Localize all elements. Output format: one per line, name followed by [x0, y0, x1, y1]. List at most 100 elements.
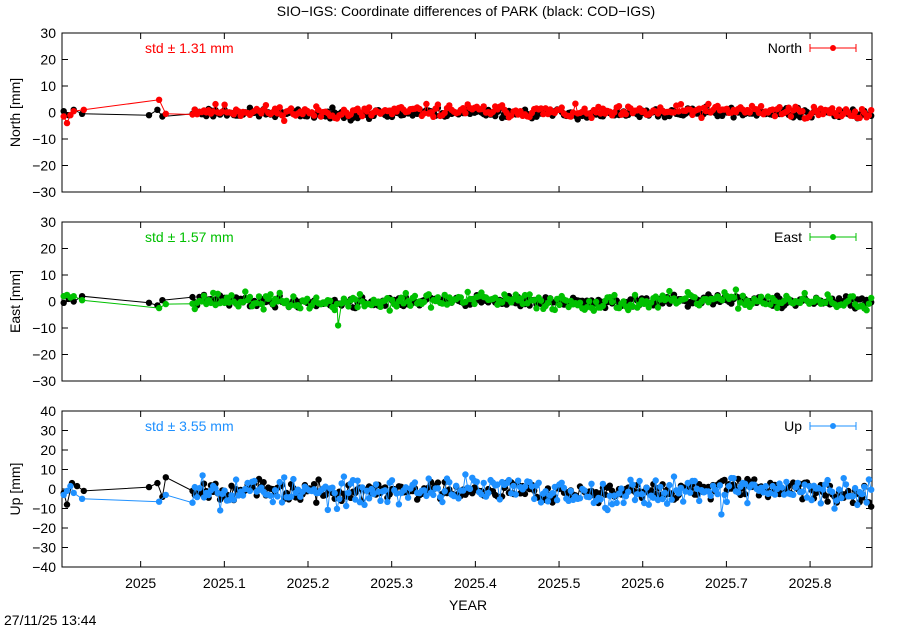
up-data-point: [155, 498, 163, 505]
up-data-point: [67, 482, 74, 490]
east-data-point: [682, 295, 689, 302]
up-data-point: [372, 481, 380, 488]
east-data-point: [865, 300, 873, 307]
up-data-point: [70, 489, 77, 497]
north-data-point: [262, 102, 270, 109]
east-data-point: [533, 305, 540, 312]
east-data-point: [297, 305, 304, 312]
east-data-point: [670, 295, 678, 302]
north-data-point: [677, 101, 685, 108]
up-data-point: [359, 484, 366, 491]
up-data-point: [645, 501, 652, 508]
east-data-point: [427, 304, 435, 311]
up-data-point: [831, 505, 838, 512]
north-data-point: [769, 106, 776, 113]
north-legend-label: North: [768, 40, 802, 56]
north-data-point: [299, 110, 306, 118]
up-data-point: [200, 480, 208, 487]
up-data-point: [441, 488, 448, 495]
east-data-point: [757, 293, 765, 300]
east-data-point: [313, 294, 320, 301]
up-data-point: [838, 494, 845, 502]
up-y-tick-label: −20: [32, 520, 56, 536]
up-data-point: [455, 495, 462, 502]
up-data-point: [154, 479, 161, 487]
east-y-tick-label: −20: [32, 347, 56, 363]
up-data-point: [783, 478, 790, 486]
up-data-point: [638, 490, 646, 498]
east-data-point: [228, 292, 235, 299]
up-data-point: [423, 492, 430, 500]
east-data-point: [801, 289, 808, 297]
up-data-point: [840, 475, 847, 482]
up-data-point: [636, 477, 643, 485]
up-data-point: [439, 498, 446, 506]
up-data-point: [473, 478, 480, 485]
up-data-point: [755, 492, 763, 499]
east-data-point: [592, 298, 600, 305]
north-data-point: [60, 113, 67, 120]
north-data-point: [611, 109, 618, 116]
north-data-point: [63, 119, 71, 127]
east-data-point: [666, 287, 673, 295]
north-data-point: [359, 112, 366, 120]
east-data-point: [214, 290, 221, 297]
north-data-point: [276, 104, 283, 111]
up-data-point: [73, 482, 81, 490]
up-data-point: [544, 498, 552, 505]
up-data-point: [586, 493, 593, 501]
up-data-point: [581, 487, 588, 494]
up-data-point: [661, 489, 668, 496]
north-data-point: [705, 100, 712, 108]
up-data-point: [430, 491, 437, 499]
x-tick-label: 2025.6: [621, 575, 664, 591]
north-data-point: [287, 105, 295, 112]
up-y-tick-label: 0: [48, 481, 56, 497]
north-data-point: [154, 106, 161, 114]
up-data-point: [453, 482, 460, 489]
up-std-label: std ± 3.55 mm: [145, 418, 234, 434]
east-data-point: [654, 304, 662, 311]
up-data-point: [297, 493, 304, 500]
up-data-point: [354, 477, 361, 484]
north-data-point: [615, 103, 623, 110]
east-data-point: [304, 295, 311, 302]
up-series-sio: [60, 471, 875, 518]
up-data-point: [858, 490, 866, 498]
north-y-axis-label: North [mm]: [7, 78, 23, 147]
up-data-point: [835, 486, 843, 493]
up-data-point: [505, 476, 513, 484]
east-data-point: [155, 304, 163, 312]
north-data-point: [597, 110, 604, 117]
north-data-point: [581, 105, 588, 112]
up-data-point: [696, 497, 703, 505]
east-data-point: [849, 293, 857, 300]
up-data-point: [145, 483, 153, 491]
up-y-tick-label: 10: [40, 462, 56, 478]
up-data-point: [80, 487, 88, 495]
up-data-point: [480, 479, 487, 487]
north-data-point: [537, 105, 545, 112]
east-series-sio: [60, 286, 875, 329]
north-data-point: [714, 112, 721, 120]
east-data-point: [393, 303, 400, 310]
up-data-point: [162, 474, 169, 481]
up-data-point: [343, 502, 350, 510]
up-data-point: [368, 485, 375, 493]
up-data-point: [239, 492, 247, 499]
x-tick-label: 2025.1: [203, 575, 246, 591]
up-data-point: [446, 479, 453, 486]
east-data-point: [386, 307, 393, 314]
up-data-point: [652, 477, 659, 484]
north-y-tick-label: −10: [32, 131, 56, 147]
up-data-point: [778, 484, 785, 491]
north-data-point: [730, 114, 737, 121]
north-data-point: [430, 113, 437, 121]
north-data-point: [572, 100, 579, 107]
up-data-point: [196, 485, 203, 492]
east-data-point: [191, 305, 198, 313]
up-y-tick-label: 20: [40, 442, 56, 458]
north-data-point: [856, 114, 863, 122]
east-data-point: [258, 300, 265, 308]
